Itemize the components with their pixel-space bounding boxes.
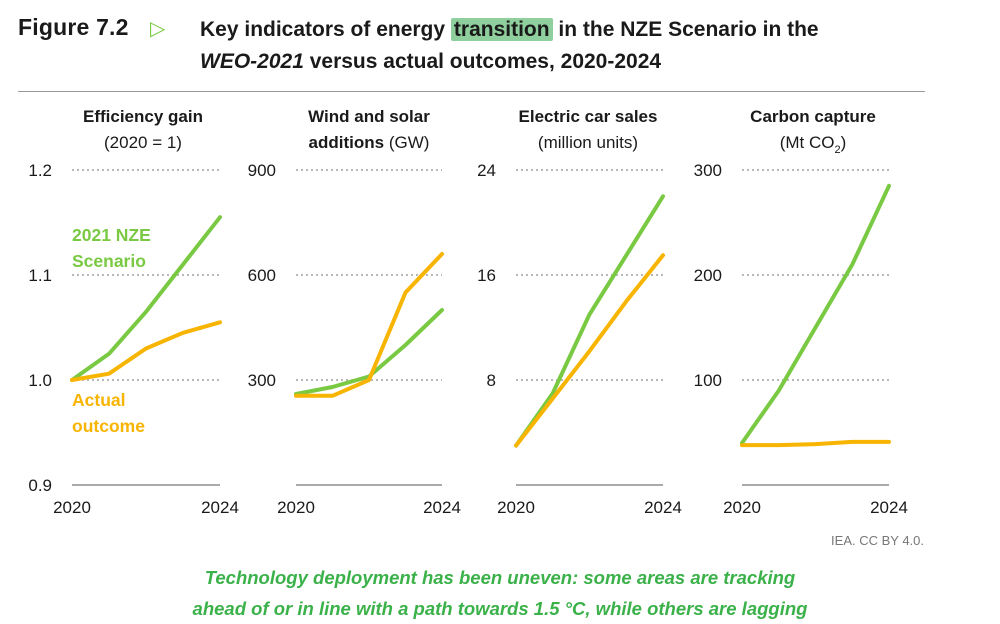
actual-series-line — [514, 253, 665, 448]
title-rest: versus actual outcomes, 2020-2024 — [303, 50, 662, 73]
nze-series-line — [70, 215, 222, 382]
nze-series-line — [514, 194, 665, 448]
y-tick-label: 200 — [694, 266, 722, 285]
actual-series-line — [740, 439, 891, 448]
chart-subtitle: additions (GW) — [309, 133, 430, 152]
y-tick-label: 1.0 — [28, 371, 52, 390]
chart-title: Wind and solar — [308, 107, 430, 126]
y-tick-label: 300 — [248, 371, 276, 390]
caption: Technology deployment has been uneven: s… — [0, 562, 1000, 624]
y-tick-label: 0.9 — [28, 476, 52, 495]
chart-title: Carbon capture — [750, 107, 876, 126]
x-tick-label: 2024 — [423, 498, 461, 517]
y-tick-label: 300 — [694, 161, 722, 180]
y-tick-label: 600 — [248, 266, 276, 285]
y-tick-label: 16 — [477, 266, 496, 285]
title-highlight: transition — [450, 18, 553, 41]
x-tick-label: 2020 — [723, 498, 761, 517]
x-tick-label: 2020 — [277, 498, 315, 517]
actual-series-line — [70, 320, 222, 382]
chart-subtitle: (Mt CO2) — [780, 133, 847, 156]
actual-label-line1: Actual — [72, 390, 125, 410]
x-tick-label: 2020 — [53, 498, 91, 517]
x-tick-label: 2024 — [870, 498, 908, 517]
figure-arrow-icon: ▷ — [150, 18, 166, 40]
actual-label-line2: outcome — [72, 416, 145, 436]
x-tick-label: 2024 — [201, 498, 239, 517]
figure-number: Figure 7.2 — [18, 14, 129, 40]
figure-title: Key indicators of energy transition in t… — [200, 14, 960, 78]
figure-label: Figure 7.2 — [18, 14, 129, 41]
nze-series-line — [740, 183, 891, 445]
nze-label-line2: Scenario — [72, 251, 146, 271]
y-tick-label: 8 — [487, 371, 496, 390]
y-tick-label: 100 — [694, 371, 722, 390]
title-weo: WEO-2021 — [200, 50, 304, 73]
y-tick-label: 24 — [477, 161, 496, 180]
y-tick-label: 1.1 — [28, 266, 52, 285]
chart-title: Efficiency gain — [83, 107, 203, 126]
chart-title: Electric car sales — [519, 107, 658, 126]
y-tick-label: 900 — [248, 161, 276, 180]
title-part1: Key indicators of energy — [200, 18, 451, 41]
x-tick-label: 2024 — [644, 498, 682, 517]
actual-series-line — [294, 252, 444, 398]
chart-subtitle: (million units) — [538, 133, 638, 152]
source-note: IEA. CC BY 4.0. — [831, 533, 924, 548]
chart-subtitle: (2020 = 1) — [104, 133, 182, 152]
x-tick-label: 2020 — [497, 498, 535, 517]
nze-label-line1: 2021 NZE — [72, 225, 151, 245]
caption-line2: ahead of or in line with a path towards … — [192, 598, 808, 619]
caption-line1: Technology deployment has been uneven: s… — [204, 567, 796, 588]
y-tick-label: 1.2 — [28, 161, 52, 180]
title-part2: in the NZE Scenario in the — [552, 18, 819, 41]
title-divider — [18, 91, 925, 92]
